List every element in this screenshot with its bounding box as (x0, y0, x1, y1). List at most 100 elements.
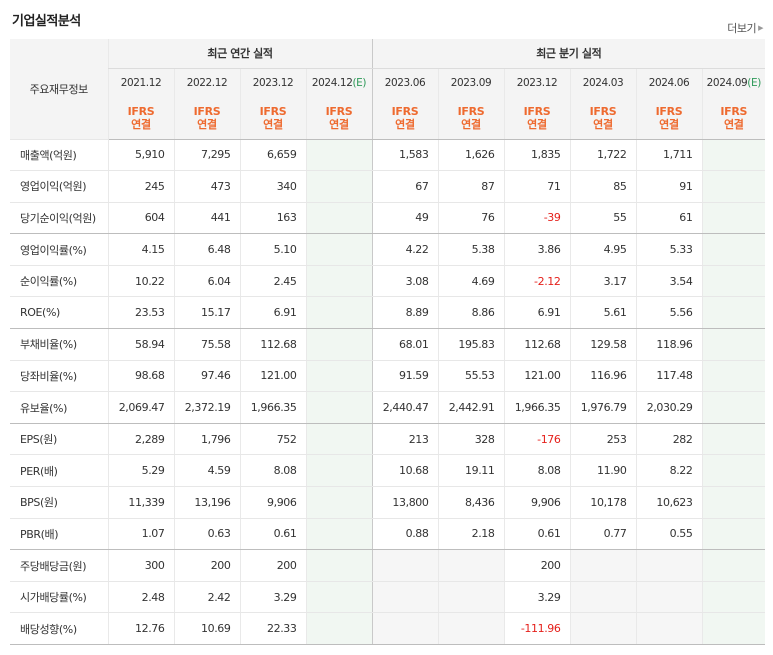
value-cell: 8.08 (239, 454, 306, 488)
value-cell (437, 581, 504, 614)
value-cell: 0.63 (173, 518, 240, 551)
table-row: ROE(%) 23.53 15.17 6.91 8.89 8.86 6.91 5.61 5.56 (10, 296, 766, 330)
table-row: 매출액(억원) 5,910 7,295 6,659 1,583 1,626 1,835 1,7… (10, 139, 766, 172)
value-cell: 49 (371, 202, 438, 235)
value-cell (305, 391, 372, 424)
value-cell: 5.33 (635, 233, 702, 266)
value-cell: 604 (107, 202, 174, 235)
ifrs-consolidated-label: IFRS 연결 (703, 105, 766, 131)
value-cell (701, 518, 766, 551)
value-cell: 195.83 (437, 328, 504, 361)
row-label: 순이익률(%) (10, 265, 108, 298)
period-label: 2024.03 (582, 77, 624, 90)
row-label: 당기순이익(억원) (10, 202, 108, 235)
value-cell: 2,442.91 (437, 391, 504, 424)
value-cell: 22.33 (239, 612, 306, 645)
row-label: 주당배당금(원) (10, 549, 108, 582)
value-cell: 121.00 (239, 360, 306, 393)
value-cell: -176 (503, 423, 570, 456)
consolidated-text: 연결 (395, 118, 415, 132)
value-cell (701, 233, 766, 266)
ifrs-text: IFRS (193, 105, 221, 119)
value-cell: 1,722 (569, 139, 636, 172)
table-row: 순이익률(%) 10.22 6.04 2.45 3.08 4.69 -2.12 3.17 3.5… (10, 265, 766, 298)
value-cell: 253 (569, 423, 636, 456)
value-cell: 55.53 (437, 360, 504, 393)
more-link[interactable]: 더보기 ▶ (727, 20, 763, 36)
value-cell: 6,659 (239, 139, 306, 172)
value-cell: 200 (173, 549, 240, 582)
value-cell: 13,800 (371, 486, 438, 519)
row-label: EPS(원) (10, 423, 108, 456)
value-cell (305, 549, 372, 582)
value-cell: 5.38 (437, 233, 504, 266)
value-cell: 752 (239, 423, 306, 456)
value-cell: 75.58 (173, 328, 240, 361)
value-cell: 0.88 (371, 518, 438, 551)
value-cell: 91.59 (371, 360, 438, 393)
value-cell (701, 265, 766, 298)
value-cell: 1,583 (371, 139, 438, 172)
ifrs-consolidated-label: IFRS 연결 (241, 105, 306, 131)
row-label: PER(배) (10, 454, 108, 488)
value-cell: 0.61 (503, 518, 570, 551)
ifrs-basis-annual-2: IFRS 연결 (239, 98, 306, 140)
value-cell: 116.96 (569, 360, 636, 393)
value-cell (305, 233, 372, 266)
value-cell: 328 (437, 423, 504, 456)
value-cell: 5.61 (569, 296, 636, 330)
row-label: 매출액(억원) (10, 139, 108, 172)
ifrs-basis-quarter-4: IFRS 연결 (635, 98, 702, 140)
consolidated-text: 연결 (527, 118, 547, 132)
value-cell: -39 (503, 202, 570, 235)
value-cell: 2,372.19 (173, 391, 240, 424)
value-cell: 112.68 (503, 328, 570, 361)
value-cell: 1,626 (437, 139, 504, 172)
value-cell (635, 581, 702, 614)
value-cell (371, 581, 438, 614)
row-label: 배당성향(%) (10, 612, 108, 645)
value-cell: 5.10 (239, 233, 306, 266)
value-cell (371, 612, 438, 645)
ifrs-text: IFRS (655, 105, 683, 119)
value-cell (437, 612, 504, 645)
ifrs-basis-quarter-2: IFRS 연결 (503, 98, 570, 140)
value-cell (701, 170, 766, 203)
ifrs-consolidated-label: IFRS 연결 (571, 105, 636, 131)
value-cell (701, 296, 766, 330)
value-cell: 4.69 (437, 265, 504, 298)
value-cell: 121.00 (503, 360, 570, 393)
ifrs-text: IFRS (325, 105, 353, 119)
consolidated-text: 연결 (329, 118, 349, 132)
value-cell (305, 518, 372, 551)
table-row: 배당성향(%) 12.76 10.69 22.33 -111.96 (10, 612, 766, 645)
value-cell: 10.22 (107, 265, 174, 298)
ifrs-text: IFRS (589, 105, 617, 119)
value-cell: 300 (107, 549, 174, 582)
estimate-mark: (E) (352, 77, 367, 90)
value-cell (701, 612, 766, 645)
ifrs-consolidated-label: IFRS 연결 (307, 105, 372, 131)
value-cell: 87 (437, 170, 504, 203)
value-cell: 5.29 (107, 454, 174, 488)
value-cell: 6.91 (503, 296, 570, 330)
value-cell: 213 (371, 423, 438, 456)
section-title: 기업실적분석 (12, 14, 81, 29)
period-header-quarter-0: 2023.06 (371, 68, 438, 98)
quarter-group-header: 최근 분기 실적 (371, 39, 766, 69)
row-label: 부채비율(%) (10, 328, 108, 361)
value-cell: 3.54 (635, 265, 702, 298)
value-cell: 4.95 (569, 233, 636, 266)
consolidated-text: 연결 (659, 118, 679, 132)
consolidated-text: 연결 (461, 118, 481, 132)
value-cell (305, 360, 372, 393)
period-header-quarter-4: 2024.06 (635, 68, 702, 98)
ifrs-consolidated-label: IFRS 연결 (109, 105, 174, 131)
period-label: 2024.09 (706, 77, 748, 90)
value-cell (701, 360, 766, 393)
value-cell: 2.48 (107, 581, 174, 614)
ifrs-consolidated-label: IFRS 연결 (175, 105, 240, 131)
period-label: 2023.09 (450, 77, 492, 90)
ifrs-basis-quarter-0: IFRS 연결 (371, 98, 438, 140)
value-cell: 2.42 (173, 581, 240, 614)
